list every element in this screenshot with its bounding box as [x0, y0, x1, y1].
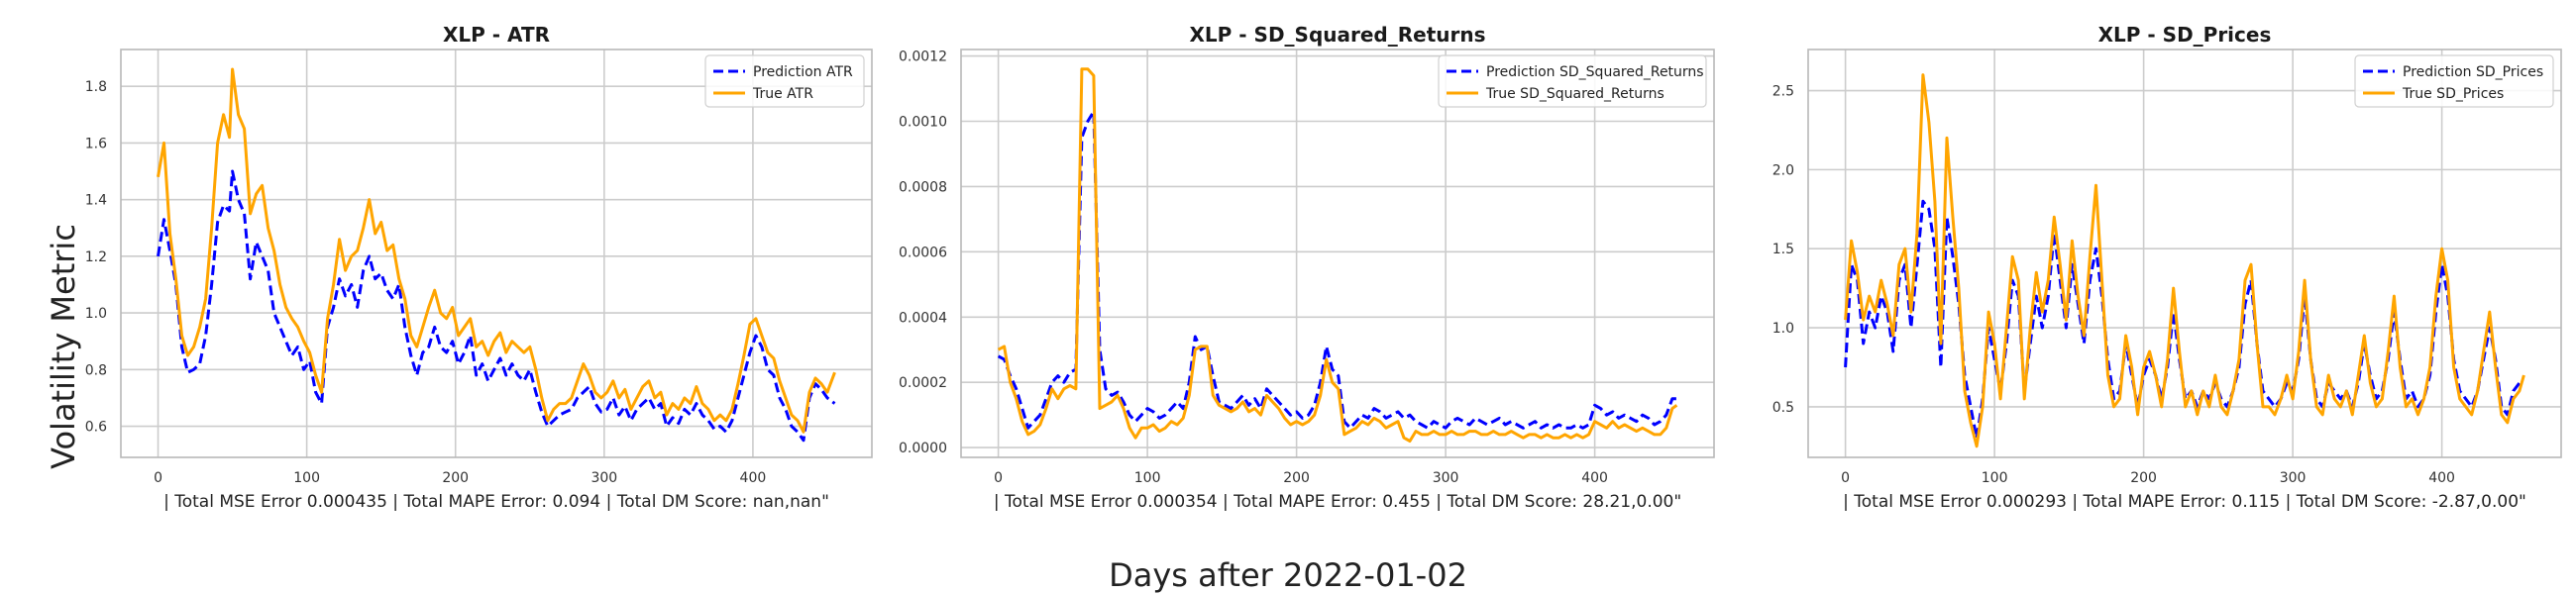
y-tick-label: 0.0012 — [899, 50, 947, 65]
legend-entry: Prediction SD_Prices — [2403, 64, 2543, 80]
chart-caption: | Total MSE Error 0.000293 | Total MAPE … — [1843, 492, 2526, 512]
figure-ylabel: Volatility Metric — [45, 224, 82, 469]
chart-panel-1: 0 100 200 300 400 0.6 0.8 1.0 1.2 1.4 1.6 1.8 XLP - … — [85, 23, 873, 512]
chart-caption: | Total MSE Error 0.000354 | Total MAPE … — [994, 492, 1681, 512]
chart-panel-2: 0 100 200 300 400 0.0000 0.0002 0.0004 0.0006 0.0… — [899, 23, 1715, 512]
y-tick-label: 0.0000 — [899, 441, 947, 456]
legend: Prediction ATR True ATR — [704, 54, 865, 108]
y-tick-label: 2.5 — [1772, 84, 1794, 100]
y-tick-label: 0.5 — [1772, 400, 1794, 416]
plot-area — [121, 50, 872, 457]
y-tick-label: 0.0002 — [899, 375, 947, 391]
y-tick-label: 0.6 — [85, 420, 107, 436]
legend: Prediction SD_Squared_Returns True SD_Squ… — [1438, 54, 1707, 108]
y-tick-label: 1.4 — [85, 193, 107, 209]
y-tick-label: 1.0 — [1772, 321, 1794, 337]
axes-frame — [960, 49, 1715, 458]
y-tick-label: 1.2 — [85, 249, 107, 265]
x-tick-label: 200 — [442, 470, 469, 486]
true-series-line — [997, 67, 1678, 443]
legend-entry: Prediction ATR — [753, 64, 853, 80]
y-tick-label: 2.0 — [1772, 162, 1794, 178]
x-tick-label: 400 — [740, 470, 767, 486]
legend-box — [2354, 54, 2554, 108]
prediction-series-line — [157, 169, 836, 443]
legend-entry: True SD_Squared_Returns — [1485, 86, 1664, 102]
y-tick-label: 0.0010 — [899, 115, 947, 131]
x-tick-label: 100 — [293, 470, 320, 486]
x-tick-label: 300 — [2280, 470, 2307, 486]
y-tick-label: 0.8 — [85, 362, 107, 378]
true-series-line — [157, 67, 836, 434]
x-tick-label: 300 — [590, 470, 617, 486]
x-tick-label: 100 — [1134, 470, 1161, 486]
chart-title: XLP - ATR — [443, 23, 550, 47]
x-tick-label: 200 — [2130, 470, 2157, 486]
chart-panel-3: 0 100 200 300 400 0.5 1.0 1.5 2.0 2.5 XLP - SD_Pri… — [1772, 23, 2562, 512]
prediction-series-line — [997, 110, 1677, 430]
y-tick-label: 1.8 — [85, 79, 107, 95]
legend-box — [1438, 54, 1707, 108]
x-tick-label: 0 — [154, 470, 162, 486]
legend-entry: True SD_Prices — [2402, 86, 2504, 102]
chart-caption: | Total MSE Error 0.000435 | Total MAPE … — [163, 492, 829, 512]
x-tick-label: 400 — [1581, 470, 1608, 486]
y-tick-label: 0.0008 — [899, 179, 947, 195]
x-tick-label: 100 — [1982, 470, 2008, 486]
y-tick-label: 1.6 — [85, 136, 107, 151]
y-tick-label: 1.5 — [1772, 242, 1794, 257]
legend-entry: Prediction SD_Squared_Returns — [1486, 64, 1704, 80]
axes-frame — [120, 49, 873, 458]
x-tick-label: 300 — [1433, 470, 1459, 486]
y-tick-label: 1.0 — [85, 306, 107, 322]
x-tick-label: 0 — [994, 470, 1003, 486]
x-tick-label: 0 — [1841, 470, 1850, 486]
plot-area — [961, 50, 1714, 457]
legend: Prediction SD_Prices True SD_Prices — [2354, 54, 2554, 108]
y-tick-label: 0.0006 — [899, 245, 947, 260]
figure-xlabel: Days after 2022-01-02 — [1109, 556, 1467, 594]
x-tick-label: 400 — [2428, 470, 2455, 486]
legend-entry: True ATR — [752, 86, 813, 102]
chart-title: XLP - SD_Prices — [2098, 23, 2272, 47]
true-series-line — [1844, 73, 2525, 448]
chart-title: XLP - SD_Squared_Returns — [1189, 23, 1485, 47]
y-tick-label: 0.0004 — [899, 310, 947, 326]
axes-frame — [1807, 49, 2562, 458]
x-tick-label: 200 — [1283, 470, 1310, 486]
